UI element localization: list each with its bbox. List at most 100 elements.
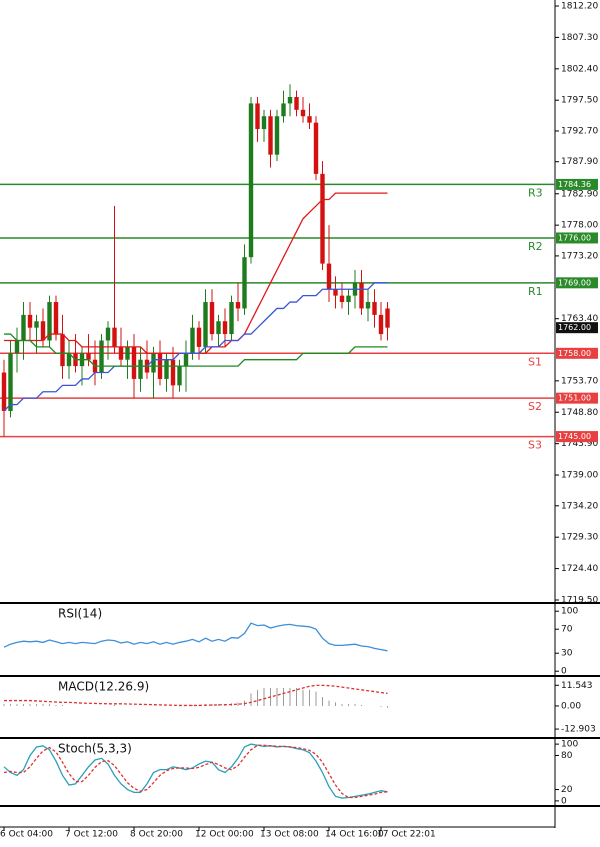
- indicator-line: [3, 744, 388, 799]
- candle-body: [359, 282, 364, 309]
- candle-body: [261, 116, 267, 130]
- level-name: R3: [528, 186, 543, 199]
- candle-body: [86, 353, 91, 360]
- level-name: S2: [528, 400, 542, 413]
- y-tick-label: 1763.40: [561, 314, 598, 324]
- y-tick-label: 1792.70: [561, 126, 598, 136]
- y-tick-label: 20: [561, 785, 573, 795]
- candle-body: [183, 353, 189, 367]
- candle-body: [47, 302, 52, 341]
- candle-body: [40, 321, 46, 341]
- current-price-label: 1762.00: [558, 323, 591, 332]
- x-tick-label: 14 Oct 16:00: [325, 830, 384, 840]
- indicator-line: [3, 282, 388, 412]
- indicator-line: [3, 622, 388, 652]
- candle-body: [222, 321, 228, 335]
- indicator-title: RSI(14): [58, 607, 102, 621]
- candle-body: [131, 346, 137, 379]
- y-tick-label: 1739.00: [561, 471, 598, 481]
- y-tick-label: -12.903: [561, 725, 596, 735]
- candle-body: [294, 97, 299, 110]
- y-tick-label: 70: [561, 625, 573, 635]
- y-tick-label: 11.543: [561, 681, 593, 691]
- x-tick-label: 7 Oct 12:00: [65, 830, 118, 840]
- level-price-label: 1745.00: [558, 432, 591, 441]
- indicator-title: MACD(12.26.9): [58, 680, 149, 694]
- candle-body: [242, 257, 247, 309]
- y-tick-label: 1719.50: [561, 595, 598, 605]
- candle-body: [209, 302, 215, 335]
- y-tick-label: 1812.20: [561, 2, 598, 12]
- candle-body: [112, 327, 117, 347]
- y-tick-label: 1753.70: [561, 376, 598, 386]
- level-price-box: [556, 392, 598, 404]
- candle-body: [255, 103, 260, 130]
- candle-body: [177, 366, 182, 386]
- candle-body: [235, 302, 241, 309]
- x-tick-label: 6 Oct 04:00: [0, 830, 53, 840]
- level-price-label: 1769.00: [558, 278, 591, 287]
- candle-body: [118, 346, 124, 360]
- y-tick-label: 1729.30: [561, 533, 598, 543]
- y-tick-label: 1748.80: [561, 408, 598, 418]
- y-tick-label: 100: [561, 607, 578, 617]
- candle-body: [346, 295, 351, 303]
- level-price-box: [556, 178, 598, 190]
- candle-body: [190, 327, 195, 354]
- candle-body: [229, 302, 234, 335]
- candle-body: [21, 314, 26, 341]
- candle-body: [333, 289, 338, 296]
- candle-body: [248, 103, 254, 258]
- y-tick-label: 1802.40: [561, 64, 598, 74]
- candle-body: [164, 359, 169, 379]
- level-name: S3: [528, 439, 542, 452]
- level-price-box: [556, 277, 598, 289]
- x-tick-label: 12 Oct 00:00: [195, 830, 254, 840]
- candle-body: [281, 103, 286, 117]
- candle-body: [365, 302, 371, 309]
- y-tick-label: 30: [561, 649, 573, 659]
- y-tick-label: 100: [561, 740, 578, 750]
- candle-body: [8, 353, 13, 411]
- candle-body: [27, 314, 33, 328]
- level-price-label: 1758.00: [558, 349, 591, 358]
- level-price-box: [556, 431, 598, 443]
- candle-body: [372, 302, 377, 315]
- x-tick-label: 13 Oct 08:00: [260, 830, 319, 840]
- candle-body: [320, 173, 325, 264]
- candle-body: [300, 109, 306, 117]
- y-tick-label: 1797.50: [561, 96, 598, 106]
- candle-body: [216, 321, 221, 335]
- candle-body: [326, 263, 332, 290]
- y-tick-label: 1787.90: [561, 157, 598, 167]
- y-tick-label: 1807.30: [561, 33, 598, 43]
- candle-body: [99, 340, 104, 373]
- candle-body: [339, 295, 345, 303]
- candle-body: [1, 372, 7, 411]
- y-tick-label: 1778.00: [561, 221, 598, 231]
- candle-body: [60, 334, 65, 367]
- indicator-title: Stoch(5,3,3): [58, 742, 132, 756]
- current-price-box: [556, 322, 598, 334]
- level-name: R2: [528, 240, 543, 253]
- level-price-label: 1784.36: [558, 180, 591, 189]
- candle-body: [268, 116, 273, 155]
- indicator-line: [4, 333, 388, 367]
- candle-body: [66, 353, 72, 367]
- y-tick-label: 0: [561, 796, 567, 806]
- indicator-line: [3, 743, 388, 799]
- x-tick-label: 8 Oct 20:00: [130, 830, 183, 840]
- candle-body: [138, 359, 143, 379]
- level-price-label: 1751.00: [558, 394, 591, 403]
- candle-body: [313, 122, 319, 174]
- candle-body: [34, 321, 39, 328]
- y-tick-label: 1724.40: [561, 564, 598, 574]
- x-tick-label: 17 Oct 22:01: [377, 830, 436, 840]
- candle-body: [105, 327, 111, 341]
- level-price-box: [556, 347, 598, 359]
- level-name: R1: [528, 285, 543, 298]
- y-tick-label: 1773.20: [561, 251, 598, 261]
- level-price-label: 1776.00: [558, 233, 591, 242]
- y-tick-label: 1743.90: [561, 439, 598, 449]
